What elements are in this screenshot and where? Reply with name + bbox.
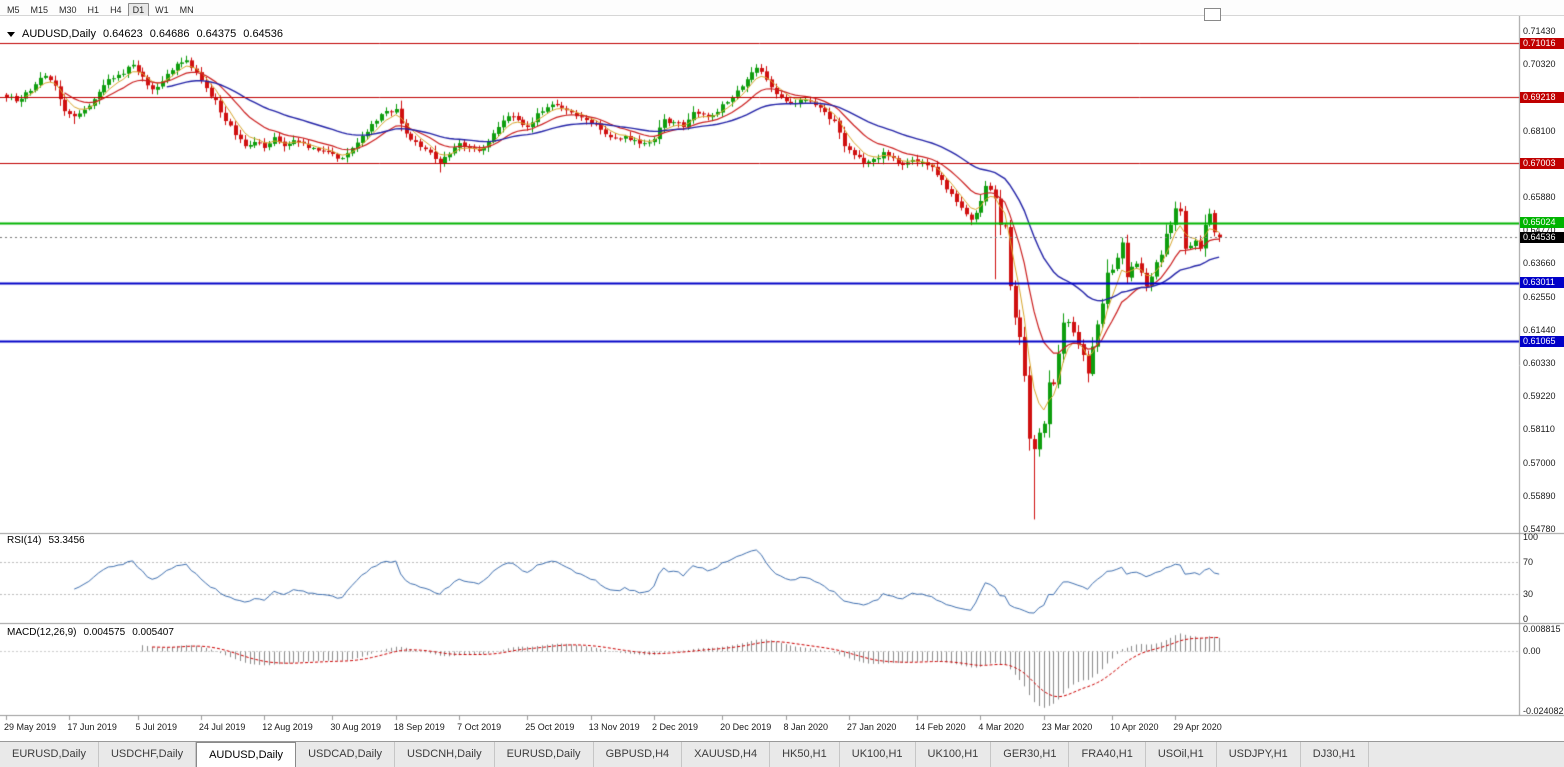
chart-tabs-bar: EURUSD,Daily USDCHF,Daily AUDUSD,Daily USDC… <box>0 741 1564 767</box>
chart-tab-uk100-h1[interactable]: UK100,H1 <box>916 742 992 767</box>
chart-ohlc-title: AUDUSD,Daily 0.64623 0.64686 0.64375 0.64536 <box>7 28 290 40</box>
timeframe-button-h1[interactable]: H1 <box>87 5 100 15</box>
rsi-value: 53.3456 <box>48 535 85 546</box>
macd-indicator-label: MACD(12,26,9) 0.004575 0.005407 <box>7 627 181 638</box>
chart-symbol-label: AUDUSD,Daily <box>22 28 96 40</box>
timeframe-button-w1[interactable]: W1 <box>155 5 169 15</box>
chart-tab-xauusd-h4[interactable]: XAUUSD,H4 <box>682 742 771 767</box>
chart-canvas[interactable] <box>0 16 1564 741</box>
chart-tab-dj30-h1[interactable]: DJ30,H1 <box>1301 742 1369 767</box>
chart-tab-hk50-h1[interactable]: HK50,H1 <box>770 742 840 767</box>
macd-main-value: 0.004575 <box>83 627 126 638</box>
chart-tab-ger30-h1[interactable]: GER30,H1 <box>991 742 1070 767</box>
chart-tab-usdjpy-h1[interactable]: USDJPY,H1 <box>1217 742 1301 767</box>
chart-area: AUDUSD,Daily 0.64623 0.64686 0.64375 0.64536… <box>0 16 1564 741</box>
timeframe-button-mn[interactable]: MN <box>179 5 194 15</box>
timeframe-button-m30[interactable]: M30 <box>59 5 77 15</box>
macd-name: MACD(12,26,9) <box>7 627 77 638</box>
timeframe-button-h4[interactable]: H4 <box>110 5 122 15</box>
ohlc-open: 0.64623 <box>102 28 143 40</box>
timeframe-button-m5[interactable]: M5 <box>7 5 20 15</box>
chart-dropdown-icon <box>7 32 15 37</box>
rsi-name: RSI(14) <box>7 535 42 546</box>
chart-tab-gbpusd-h4[interactable]: GBPUSD,H4 <box>594 742 683 767</box>
chart-tab-audusd-daily[interactable]: AUDUSD,Daily <box>196 742 297 767</box>
ohlc-close: 0.64536 <box>243 28 284 40</box>
timeframe-button-m15[interactable]: M15 <box>30 5 49 15</box>
rsi-indicator-label: RSI(14) 53.3456 <box>7 535 92 546</box>
chart-shift-marker[interactable] <box>1204 8 1221 21</box>
macd-signal-value: 0.005407 <box>132 627 174 638</box>
chart-tab-usdcad-daily[interactable]: USDCAD,Daily <box>296 742 396 767</box>
chart-tab-uk100-h1[interactable]: UK100,H1 <box>840 742 916 767</box>
chart-tab-fra40-h1[interactable]: FRA40,H1 <box>1069 742 1146 767</box>
ohlc-low: 0.64375 <box>196 28 237 40</box>
chart-tab-usoil-h1[interactable]: USOil,H1 <box>1146 742 1217 767</box>
chart-tab-usdcnh-daily[interactable]: USDCNH,Daily <box>395 742 495 767</box>
timeframe-toolbar: M5 M15 M30 H1 H4 D1 W1 MN <box>0 0 1564 18</box>
chart-tab-eurusd-daily[interactable]: EURUSD,Daily <box>0 742 99 767</box>
chart-tab-usdchf-daily[interactable]: USDCHF,Daily <box>99 742 197 767</box>
chart-tab-eurusd-daily[interactable]: EURUSD,Daily <box>495 742 594 767</box>
ohlc-high: 0.64686 <box>149 28 190 40</box>
